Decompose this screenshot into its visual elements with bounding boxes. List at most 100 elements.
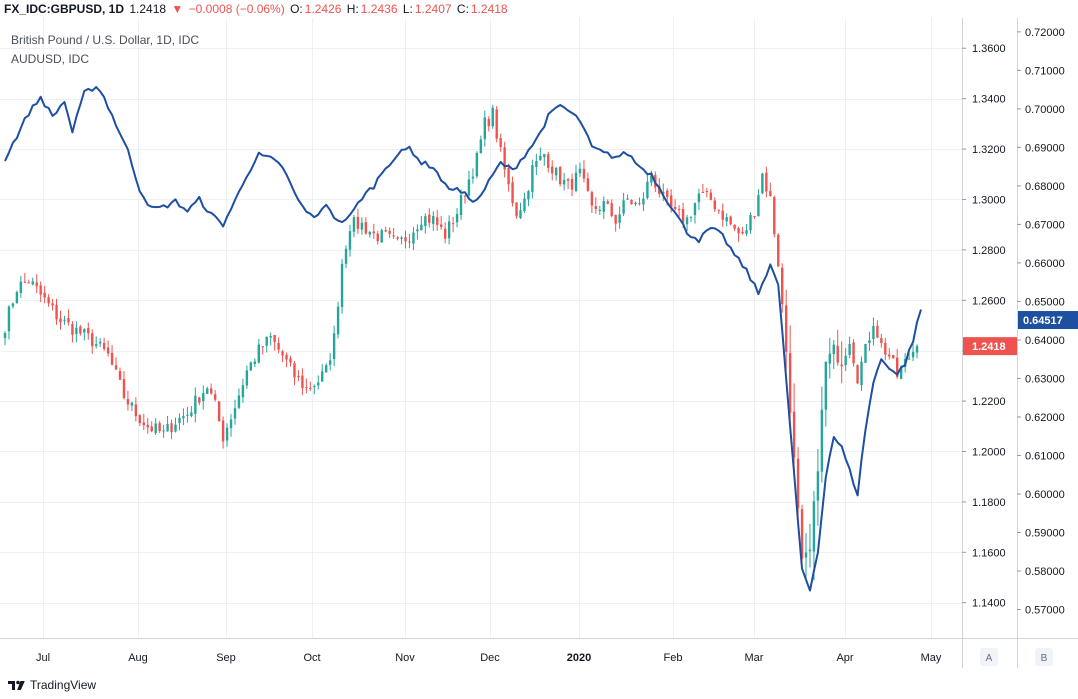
audusd-axis-tick-label: 0.63000 [1025, 373, 1065, 385]
audusd-axis-tick-label: 0.62000 [1025, 412, 1065, 424]
candle-body [864, 343, 867, 363]
candle-body [436, 217, 439, 225]
chart-background [0, 18, 1078, 668]
symbol-name[interactable]: FX_IDC:GBPUSD, 1D [4, 2, 125, 16]
candle-body [368, 232, 372, 235]
candle-body [27, 282, 30, 284]
series-legend: British Pound / U.S. Dollar, 1D, IDC AUD… [11, 32, 199, 70]
candle-body [737, 228, 740, 234]
candle-body [673, 206, 677, 209]
candle-body [884, 342, 887, 355]
candle-body [590, 192, 594, 206]
audusd-line[interactable] [4, 86, 922, 592]
time-axis-label: Feb [664, 652, 683, 664]
audusd-axis-tick-label: 0.70000 [1025, 104, 1065, 116]
candle-body [757, 194, 760, 217]
candle-body [907, 358, 911, 360]
candle-body [899, 366, 903, 379]
candle-body [705, 191, 709, 193]
candle-body [83, 329, 86, 333]
candle-body [67, 318, 70, 323]
candle-body [471, 176, 475, 179]
candle-body [860, 361, 863, 386]
candle-body [309, 387, 312, 389]
candle-body [527, 191, 530, 200]
open-label: O: [290, 2, 303, 16]
candle-body [59, 318, 62, 323]
candle-body [95, 344, 98, 347]
gbpusd-axis-tick-label: 1.2600 [972, 295, 1006, 307]
candle-body [554, 167, 558, 176]
candle-body [321, 371, 324, 382]
candle-body [98, 341, 102, 344]
audusd-axis-tick-label: 0.65000 [1025, 296, 1065, 308]
candle-body [134, 404, 138, 417]
candle-body [761, 173, 764, 194]
candle-body [475, 152, 479, 177]
candle-body [340, 263, 344, 308]
time-axis-label: 2020 [567, 652, 591, 664]
candle-body [872, 325, 875, 340]
candle-body [206, 388, 209, 394]
candle-body [209, 388, 213, 394]
candle-body [741, 231, 744, 234]
candle-body [598, 209, 602, 211]
candle-body [217, 401, 221, 422]
candle-body [558, 166, 562, 185]
legend-compare-series[interactable]: AUDUSD, IDC [11, 52, 90, 66]
candle-body [491, 107, 494, 127]
candle-body [31, 281, 34, 285]
candle-body [844, 355, 847, 366]
candle-body [336, 306, 340, 335]
candle-body [638, 203, 641, 205]
candle-body [626, 198, 629, 200]
candle-body [820, 409, 824, 472]
candle-body [285, 354, 288, 360]
candle-body [749, 214, 752, 231]
candle-body [237, 395, 241, 408]
open-value: 1.2426 [304, 2, 342, 16]
legend-main-series[interactable]: British Pound / U.S. Dollar, 1D, IDC [11, 33, 200, 47]
audusd-last-price-tag [1018, 311, 1078, 330]
audusd-axis-tick-label: 0.67000 [1025, 219, 1065, 231]
time-axis-label: Oct [303, 652, 320, 664]
candle-body [364, 222, 368, 234]
candle-body [447, 221, 451, 239]
candle-body [281, 351, 284, 356]
candle-body [7, 306, 11, 332]
candle-body [911, 351, 915, 358]
footer-brand[interactable]: TradingView [8, 678, 96, 692]
audusd-axis-tick-label: 0.61000 [1025, 450, 1065, 462]
candle-body [479, 139, 483, 154]
candle-body [15, 292, 19, 304]
candle-body [360, 222, 364, 230]
candle-body [781, 267, 784, 305]
audusd-axis-tick-label: 0.64000 [1025, 335, 1065, 347]
price-chart[interactable]: 1.3600 1.3400 1.3200 1.3000 1.2800 1.2600 1.24… [0, 18, 1078, 668]
close-label: C: [456, 2, 469, 16]
candle-body [467, 179, 471, 196]
candle-body [269, 336, 272, 338]
candle-body [122, 379, 126, 398]
candle-body [610, 203, 613, 217]
candle-body [784, 305, 788, 352]
symbol-header: FX_IDC:GBPUSD, 1D 1.2418 ▼ −0.0008 (−0.0… [0, 0, 1078, 18]
candle-body [788, 353, 792, 413]
low-value: 1.2407 [414, 2, 452, 16]
candle-body [146, 424, 149, 428]
gbpusd-axis-tick-label: 1.2800 [972, 245, 1006, 257]
scale-button-a[interactable] [980, 648, 998, 666]
candle-body [39, 285, 42, 295]
candle-body [91, 333, 94, 347]
candle-body [313, 386, 316, 388]
time-axis-label: Mar [745, 652, 764, 664]
candle-body [71, 324, 74, 335]
candle-body [523, 198, 526, 212]
candle-body [233, 408, 237, 419]
scale-button-b[interactable] [1035, 648, 1053, 666]
candle-body [174, 424, 177, 432]
candle-body [416, 229, 419, 232]
candle-body [773, 197, 776, 235]
candle-body [852, 342, 855, 364]
candle-body [582, 168, 586, 179]
